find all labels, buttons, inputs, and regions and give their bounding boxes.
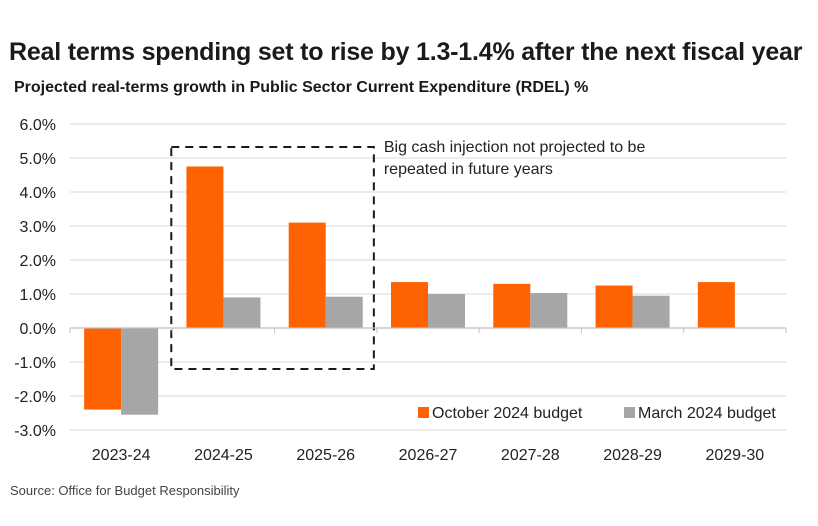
y-tick-label: -1.0% — [14, 355, 56, 372]
y-tick-label: 1.0% — [20, 287, 56, 304]
chart-title: Real terms spending set to rise by 1.3-1… — [9, 38, 803, 66]
bar-october-2027-28 — [493, 283, 531, 328]
bar-october-2026-27 — [391, 282, 428, 328]
bar-march-2026-27 — [428, 294, 465, 328]
source-note: Source: Office for Budget Responsibility — [10, 483, 240, 498]
y-tick-label: 5.0% — [20, 151, 56, 168]
bar-october-2028-29 — [595, 285, 633, 328]
bar-march-2025-26 — [325, 296, 363, 328]
x-tick-label: 2028-29 — [603, 447, 662, 464]
y-tick-label: 2.0% — [20, 253, 56, 270]
x-tick-label: 2026-27 — [399, 447, 458, 464]
x-tick-label: 2029-30 — [705, 447, 764, 464]
x-tick-label: 2024-25 — [194, 447, 253, 464]
chart-subtitle: Projected real-terms growth in Public Se… — [14, 79, 589, 96]
y-tick-label: -2.0% — [14, 389, 56, 406]
legend-label: March 2024 budget — [638, 405, 776, 422]
bar-october-2029-30 — [697, 282, 735, 328]
bar-march-2024-25 — [223, 297, 261, 328]
y-tick-label: 6.0% — [20, 117, 56, 134]
y-axis: 6.0% 5.0% 4.0% 3.0% 2.0% 1.0% 0.0% -1.0% -2.0% -3… — [14, 117, 56, 440]
x-tick-label: 2027-28 — [501, 447, 560, 464]
annotation-line: Big cash injection not projected to be — [384, 139, 646, 156]
y-tick-label: 4.0% — [20, 185, 56, 202]
x-tick-label: 2025-26 — [296, 447, 355, 464]
legend-swatch — [624, 407, 635, 418]
bar-march-2028-29 — [632, 295, 670, 328]
highlight-box-group — [170, 146, 375, 370]
legend-label: October 2024 budget — [432, 405, 583, 422]
legend: October 2024 budget March 2024 budget — [418, 405, 776, 422]
bar-march-2023-24 — [121, 328, 159, 415]
legend-swatch — [418, 407, 429, 418]
bar-march-2027-28 — [530, 292, 568, 328]
y-tick-label: 0.0% — [20, 321, 56, 338]
zero-line-group — [69, 327, 787, 333]
y-tick-label: -3.0% — [14, 423, 56, 440]
bar-october-2023-24 — [84, 328, 122, 410]
bar-october-2024-25 — [186, 166, 224, 328]
bars — [84, 166, 735, 415]
annotation-line: repeated in future years — [384, 161, 553, 178]
bar-october-2025-26 — [288, 222, 326, 328]
x-tick-label: 2023-24 — [92, 447, 151, 464]
highlight-box — [170, 146, 375, 370]
y-tick-label: 3.0% — [20, 219, 56, 236]
x-axis: 2023-24 2024-25 2025-26 2026-27 2027-28 2028-… — [92, 447, 765, 464]
annotation: Big cash injection not projected to be re… — [384, 139, 646, 178]
